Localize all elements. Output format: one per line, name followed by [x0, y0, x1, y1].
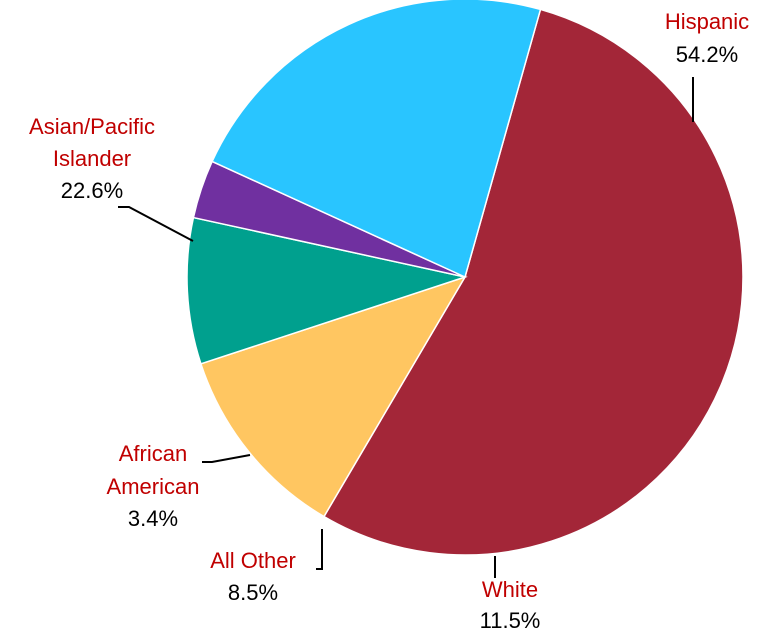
value-label-white: 11.5%: [480, 608, 541, 633]
leader-line-african-american: [202, 454, 251, 463]
label-white: White: [482, 577, 538, 602]
value-label-all-other: 8.5%: [228, 580, 278, 605]
leader-lines: [118, 77, 694, 578]
value-label-african-american: 3.4%: [128, 506, 178, 531]
slice-labels: Hispanic 54.2% White 11.5% All Other 8.5…: [29, 9, 749, 633]
label-asian-pacific-islander: Asian/Pacific Islander: [29, 114, 155, 171]
leader-line-all-other: [316, 529, 323, 570]
value-label-hispanic: 54.2%: [676, 42, 738, 67]
pie-slice-all-other: [186, 216, 468, 365]
label-all-other: All Other: [210, 548, 296, 573]
pie-slice-hispanic: [322, 8, 744, 556]
label-hispanic: Hispanic: [665, 9, 749, 34]
pie-slices: [186, 0, 744, 556]
value-label-asian-pacific-islander: 22.6%: [61, 178, 123, 203]
label-african-american: African American: [107, 441, 200, 499]
leader-line-asian-pacific-islander: [118, 206, 194, 242]
pie-slice-asian-pacific-islander: [211, 0, 542, 279]
pie-slice-white: [199, 275, 467, 518]
